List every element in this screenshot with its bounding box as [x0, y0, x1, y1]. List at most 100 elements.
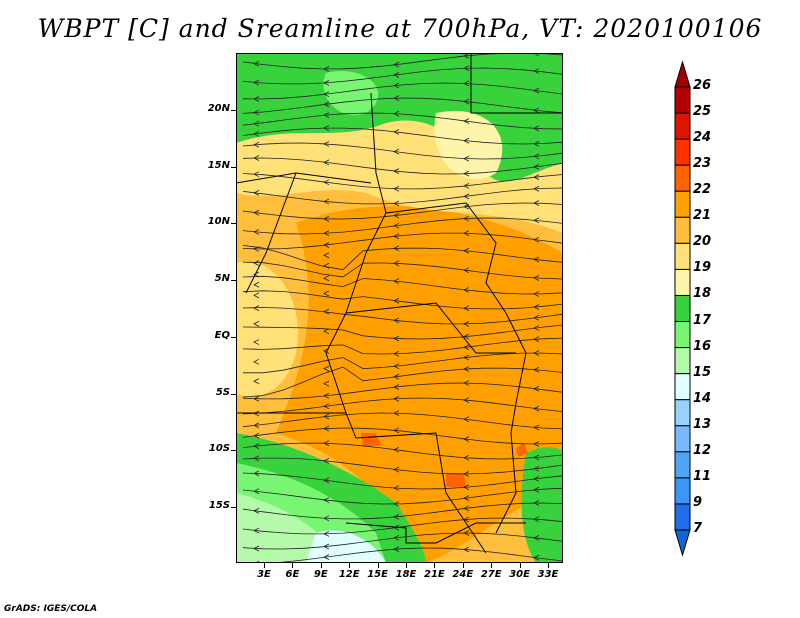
colorbar-swatch: [674, 347, 691, 375]
streamline-arrow: [323, 515, 330, 522]
streamline: [242, 173, 563, 190]
streamline-arrow: [323, 179, 330, 186]
streamline-arrow: [253, 141, 260, 148]
streamline-arrow: [253, 155, 260, 161]
streamline: [242, 245, 563, 271]
colorbar-label: 11: [693, 468, 712, 484]
streamline-arrow: [323, 365, 330, 372]
lon-label: 24E: [452, 569, 474, 580]
streamline-arrow: [253, 190, 260, 196]
streamline-arrow: [463, 193, 470, 200]
streamlines: [242, 53, 563, 563]
streamline-arrow: [463, 471, 470, 477]
streamline: [242, 412, 563, 430]
streamline-arrow: [253, 281, 260, 288]
streamline-arrow: [533, 185, 540, 192]
streamline-arrow: [463, 380, 470, 386]
streamline-arrow: [323, 159, 330, 166]
lon-tick: [292, 563, 294, 568]
streamline-arrow: [323, 198, 330, 205]
streamline-arrow: [323, 554, 330, 560]
streamline: [242, 275, 563, 295]
field-green-southeast: [521, 447, 563, 563]
streamline-arrow: [533, 304, 540, 310]
streamline-arrow: [323, 425, 330, 432]
streamline: [242, 532, 563, 550]
streamline-arrow: [253, 130, 260, 137]
streamline-arrow: [253, 508, 260, 514]
streamline-arrow: [533, 87, 540, 94]
streamline: [242, 187, 563, 205]
streamline-arrow: [463, 366, 470, 372]
colorbar-swatch: [674, 216, 691, 244]
streamline-arrow: [533, 424, 540, 431]
streamline: [242, 366, 563, 398]
streamline: [242, 217, 563, 235]
lon-tick: [434, 563, 436, 568]
streamline-arrow: [323, 530, 330, 537]
streamline-arrow: [533, 68, 540, 74]
streamline-arrow: [463, 484, 470, 491]
streamline-arrow: [393, 110, 400, 117]
streamline-arrow: [253, 229, 260, 235]
streamline-arrow: [323, 392, 330, 399]
streamline-arrow: [533, 500, 540, 506]
streamline-arrow: [463, 170, 470, 177]
streamline: [242, 97, 563, 114]
lon-tick: [519, 563, 521, 568]
streamline-arrow: [533, 475, 540, 482]
colorbar-bottom-arrow: [674, 529, 691, 557]
colorbar-label: 12: [693, 442, 712, 458]
streamline-arrow: [533, 107, 540, 114]
colorbar-label: 25: [693, 104, 712, 120]
streamline-arrow: [393, 485, 400, 491]
streamline-arrow: [463, 397, 470, 403]
streamline-arrow: [393, 410, 400, 416]
lon-tick: [377, 563, 379, 568]
streamline-arrow: [533, 336, 540, 343]
lat-tick: [231, 393, 236, 395]
lon-tick: [349, 563, 351, 568]
streamline-arrow: [533, 153, 540, 160]
streamline-arrow: [323, 125, 330, 131]
streamline-arrow: [323, 242, 330, 248]
lon-label: 15E: [367, 569, 388, 580]
streamline-arrow: [323, 79, 330, 86]
streamline-arrow: [323, 230, 330, 237]
streamline-arrow: [533, 535, 540, 541]
colorbar-swatch: [674, 294, 691, 323]
streamline-arrow: [533, 291, 540, 297]
streamline-arrow: [253, 455, 260, 462]
streamline-arrow: [253, 96, 260, 102]
streamline-arrow: [463, 53, 470, 59]
streamline-arrow: [533, 125, 540, 132]
streamline-arrow: [393, 297, 400, 304]
streamline-arrow: [253, 120, 260, 127]
streamline: [242, 472, 563, 490]
streamline-arrow: [533, 516, 540, 523]
streamline-arrow: [323, 477, 330, 484]
streamline-arrow: [463, 183, 470, 189]
lon-label: 6E: [285, 569, 300, 580]
footer-credit: GrADS: IGES/COLA: [4, 604, 98, 614]
lat-tick: [231, 280, 236, 282]
streamline: [242, 261, 563, 280]
streamline-arrow: [253, 422, 260, 429]
colorbar-swatch: [674, 321, 691, 349]
streamline-arrow: [253, 79, 260, 86]
streamline-arrow: [393, 317, 400, 324]
streamline-arrow: [393, 335, 400, 342]
streamline-arrow: [323, 440, 330, 447]
lat-label: 15N: [207, 159, 230, 171]
streamline-arrow: [533, 366, 540, 373]
streamline-arrow: [393, 61, 400, 68]
streamline-arrow: [533, 140, 540, 147]
colorbar-label: 15: [693, 364, 712, 380]
streamline-arrow: [323, 216, 330, 222]
country-borders: [236, 53, 563, 554]
colorbar-label: 22: [693, 182, 712, 198]
streamline-arrow: [463, 80, 470, 87]
streamline-arrow: [533, 256, 540, 263]
streamline-arrow: [463, 416, 470, 423]
streamline: [242, 142, 563, 160]
